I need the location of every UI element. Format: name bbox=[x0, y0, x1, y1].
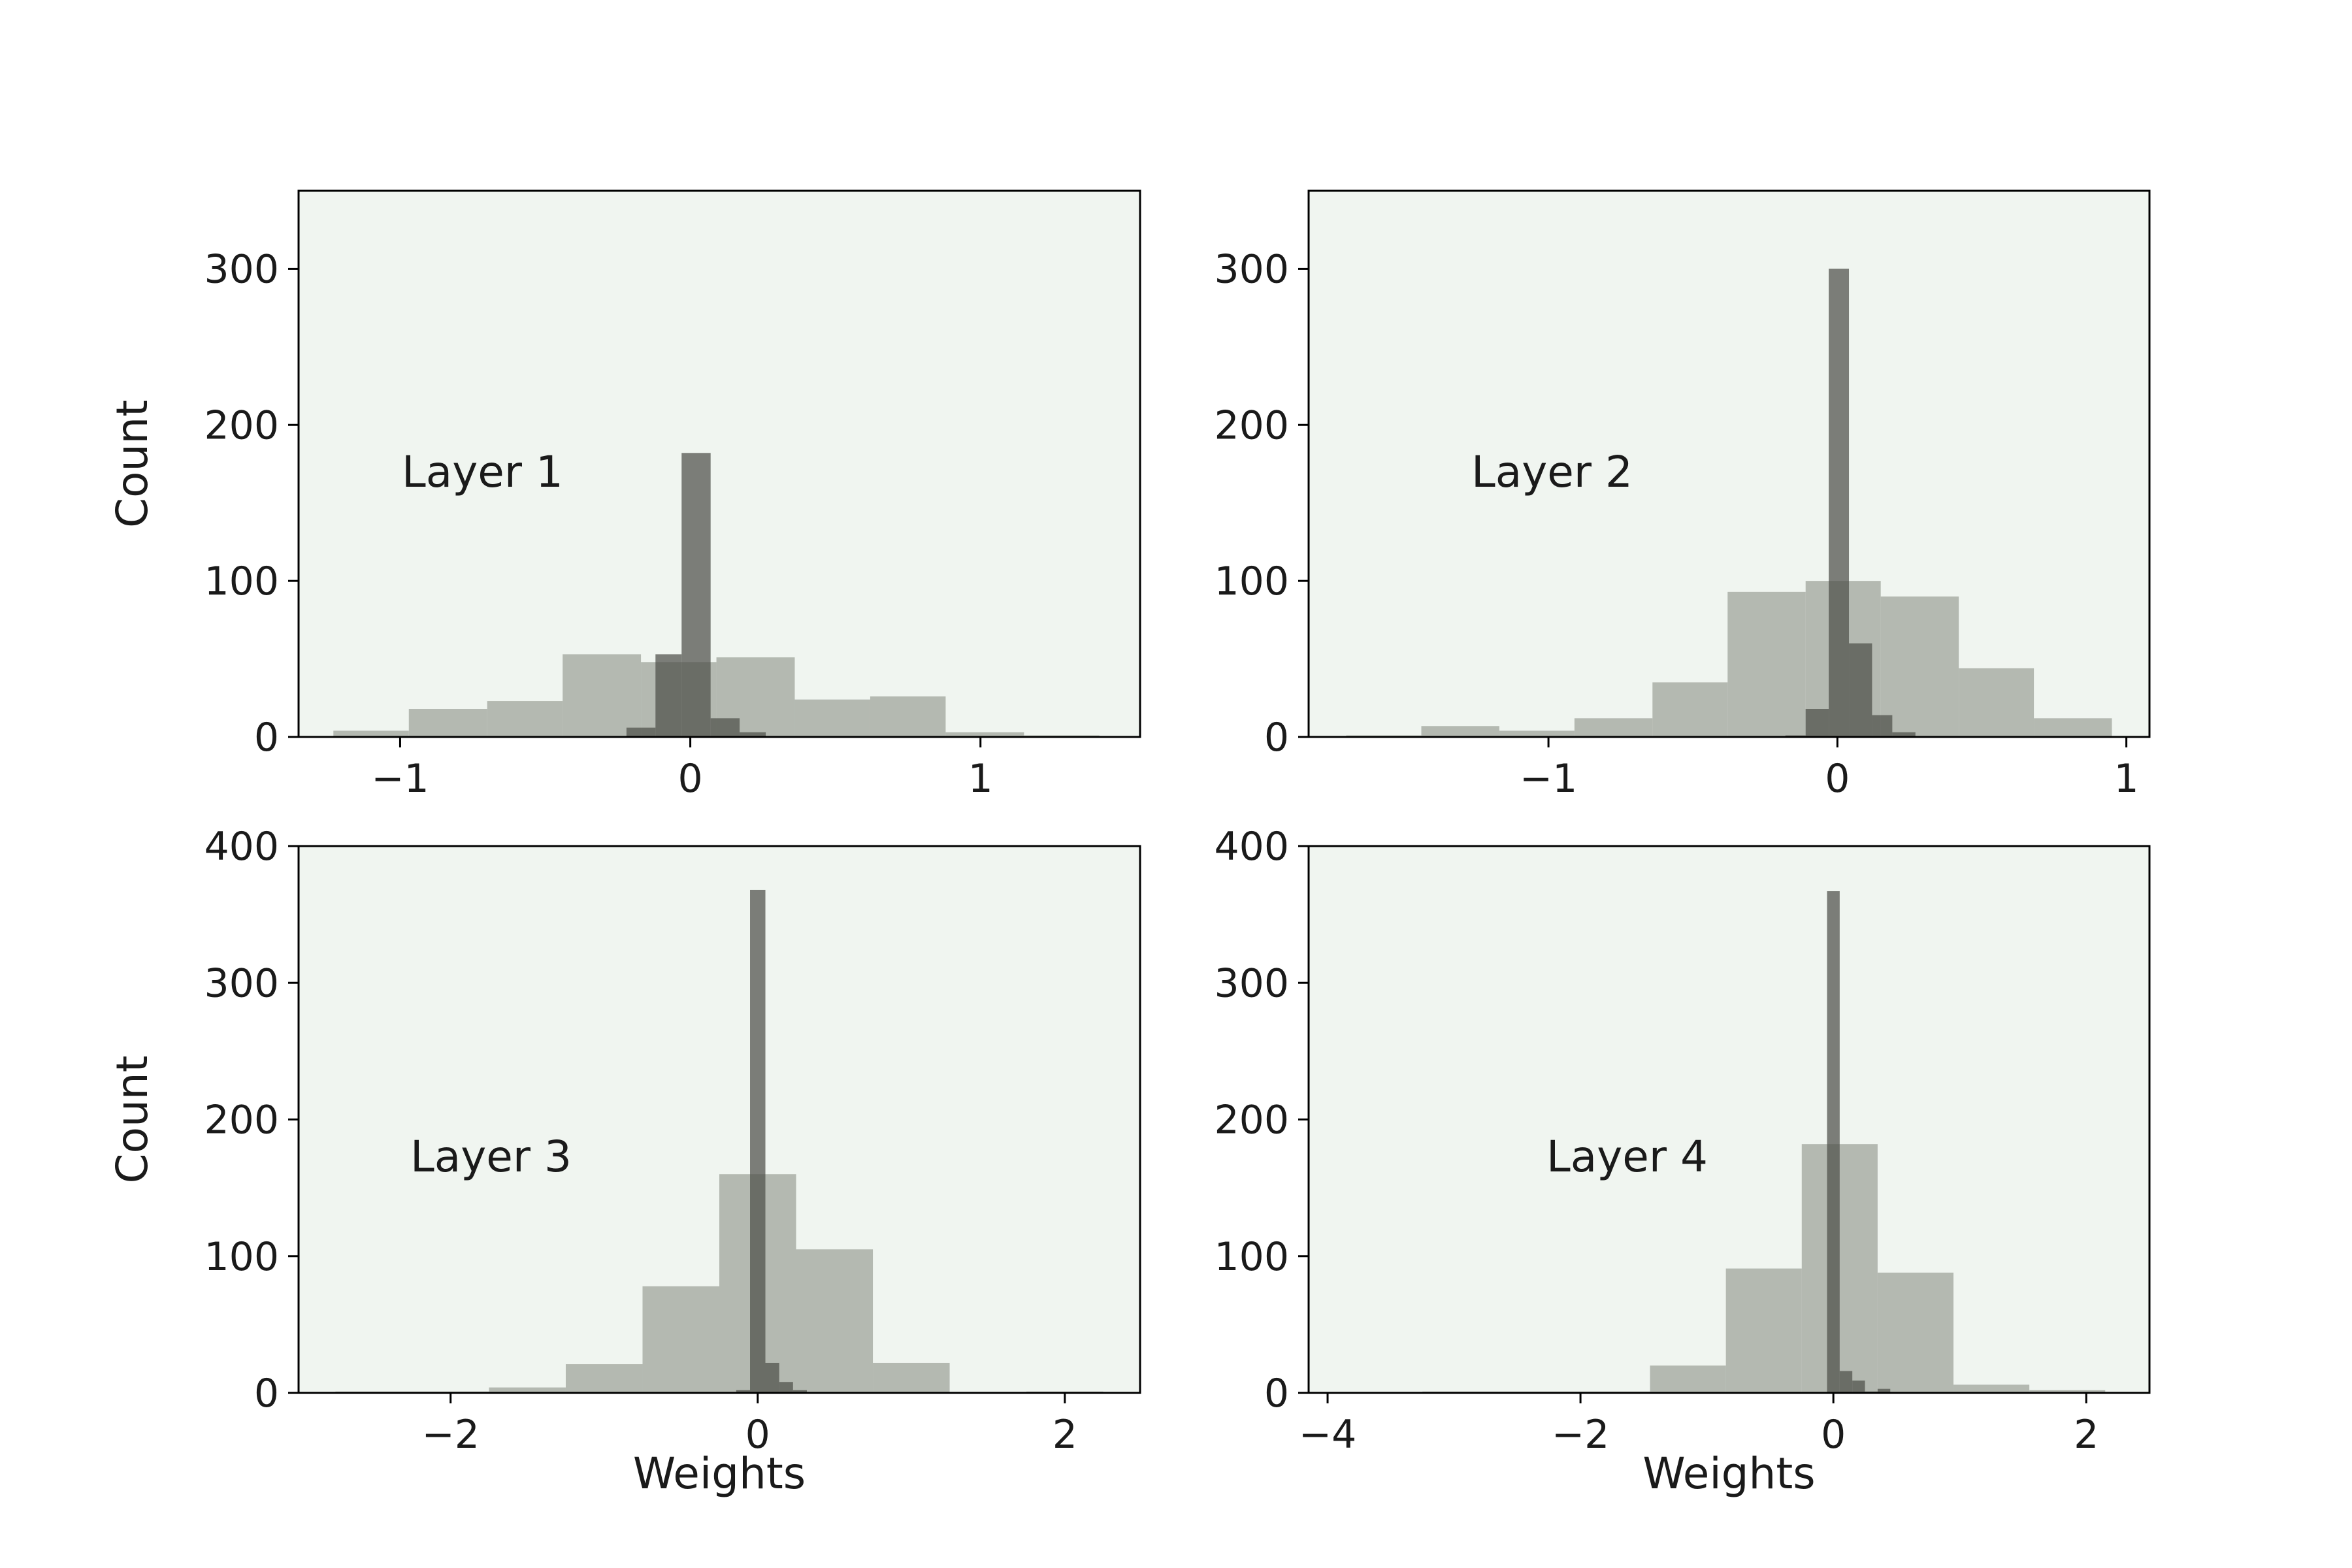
plot-frame bbox=[1307, 189, 2151, 738]
layer-annotation: Layer 1 bbox=[402, 447, 563, 497]
histogram-bar bbox=[740, 732, 766, 737]
y-tick-label: 200 bbox=[1214, 1098, 1289, 1143]
histogram-series-2 bbox=[626, 453, 766, 737]
y-tick-label: 0 bbox=[254, 1371, 279, 1416]
histogram-bar bbox=[1499, 730, 1575, 737]
x-tick-label: 1 bbox=[968, 756, 993, 802]
histogram-series-2 bbox=[1785, 269, 1916, 737]
y-tick-label: 200 bbox=[204, 1098, 279, 1143]
histogram-bar bbox=[765, 1362, 779, 1393]
plot-frame bbox=[297, 189, 1141, 738]
histogram-bar bbox=[1652, 682, 1728, 737]
layer-annotation: Layer 2 bbox=[1471, 447, 1633, 497]
x-tick-label: 0 bbox=[1821, 1412, 1846, 1458]
histogram-bar bbox=[1849, 643, 1872, 737]
y-axis-label: Count bbox=[107, 400, 157, 528]
subplot-bottom-right: −4 −2 0 2 0 100 200 300 400 Layer 4 Weights bbox=[1214, 824, 2151, 1499]
layer-annotation: Layer 4 bbox=[1546, 1132, 1708, 1182]
y-tick-label: 300 bbox=[204, 960, 279, 1006]
histogram-series-1 bbox=[1422, 1144, 2106, 1393]
y-tick-label: 100 bbox=[204, 559, 279, 604]
histogram-bar bbox=[1421, 726, 1499, 737]
x-tick-label: −1 bbox=[371, 756, 429, 802]
histogram-bar bbox=[1877, 1272, 1954, 1393]
histogram-bar bbox=[1839, 1371, 1853, 1393]
y-tick-label: 100 bbox=[1214, 1234, 1289, 1280]
histogram-bar bbox=[1872, 715, 1893, 737]
histogram-bar bbox=[1953, 1384, 2030, 1393]
histogram-bar bbox=[1827, 891, 1840, 1393]
x-tick-label: −2 bbox=[421, 1412, 479, 1458]
histogram-bar bbox=[1880, 596, 1959, 737]
subplot-top-right: −1 0 1 0 100 200 300 Layer 2 bbox=[1214, 189, 2151, 802]
x-tick-label: 0 bbox=[745, 1412, 770, 1458]
y-tick-label: 400 bbox=[204, 824, 279, 870]
y-tick-label: 300 bbox=[204, 246, 279, 292]
histogram-bar bbox=[779, 1382, 793, 1393]
histogram-bar bbox=[489, 1387, 566, 1393]
histogram-bar bbox=[873, 1362, 950, 1393]
histogram-bar bbox=[2034, 718, 2112, 737]
histogram-bar bbox=[1805, 709, 1829, 737]
y-axis-label: Count bbox=[107, 1055, 157, 1183]
x-tick-label: −1 bbox=[1520, 756, 1577, 802]
y-tick-label: 100 bbox=[204, 1234, 279, 1280]
histogram-bar bbox=[642, 1286, 719, 1393]
x-tick-label: 2 bbox=[2074, 1412, 2099, 1458]
layer-annotation: Layer 3 bbox=[410, 1132, 572, 1182]
histogram-bar bbox=[408, 709, 487, 737]
histogram-bar bbox=[1829, 269, 1850, 737]
histogram-bar bbox=[333, 730, 409, 737]
histogram-series-1 bbox=[1346, 581, 2112, 737]
x-tick-label: −4 bbox=[1299, 1412, 1356, 1458]
x-tick-label: 0 bbox=[1825, 756, 1850, 802]
histogram-bar bbox=[1892, 732, 1916, 737]
y-tick-label: 200 bbox=[204, 402, 279, 448]
histogram-bar bbox=[655, 654, 682, 737]
plot-area-background bbox=[299, 191, 1140, 737]
y-tick-label: 100 bbox=[1214, 559, 1289, 604]
histogram-bar bbox=[565, 1364, 643, 1393]
y-tick-label: 0 bbox=[1264, 715, 1289, 760]
x-axis-label: Weights bbox=[633, 1448, 806, 1499]
histogram-bar bbox=[1852, 1380, 1865, 1393]
x-axis-label: Weights bbox=[1642, 1448, 1815, 1499]
histogram-bar bbox=[487, 701, 563, 737]
histogram-bar bbox=[1727, 591, 1806, 737]
histogram-bar bbox=[1877, 1388, 1891, 1393]
histogram-series-2 bbox=[736, 889, 807, 1393]
x-tick-label: 2 bbox=[1053, 1412, 1077, 1458]
histogram-bar bbox=[1959, 668, 2034, 737]
y-tick-label: 400 bbox=[1214, 824, 1289, 870]
histogram-bar bbox=[736, 1390, 751, 1393]
histogram-bar bbox=[1574, 718, 1653, 737]
histogram-bar bbox=[1801, 1144, 1878, 1393]
histogram-bar bbox=[750, 889, 766, 1393]
x-tick-label: 0 bbox=[678, 756, 702, 802]
histogram-bar bbox=[626, 727, 656, 737]
histogram-bar bbox=[796, 1249, 874, 1393]
histogram-bar bbox=[1650, 1365, 1726, 1393]
y-tick-label: 300 bbox=[1214, 960, 1289, 1006]
x-tick-label: −2 bbox=[1552, 1412, 1609, 1458]
histogram-bar bbox=[1725, 1268, 1802, 1393]
histogram-bar bbox=[792, 1390, 807, 1393]
histogram-bar bbox=[794, 699, 870, 737]
x-tick-label: 1 bbox=[2114, 756, 2139, 802]
y-tick-label: 0 bbox=[254, 715, 279, 760]
histogram-bar bbox=[681, 453, 711, 737]
y-tick-label: 200 bbox=[1214, 402, 1289, 448]
y-tick-label: 300 bbox=[1214, 246, 1289, 292]
histogram-series-2 bbox=[1827, 891, 1891, 1393]
histogram-bar bbox=[870, 696, 946, 737]
subplot-top-left: −1 0 1 0 100 200 300 Layer 1 Count bbox=[107, 189, 1141, 802]
histogram-bar bbox=[710, 718, 740, 737]
histogram-bar bbox=[563, 654, 642, 737]
y-tick-label: 0 bbox=[1264, 1371, 1289, 1416]
histogram-bar bbox=[2029, 1390, 2106, 1393]
histogram-bar bbox=[945, 732, 1024, 737]
subplot-bottom-left: −2 0 2 0 100 200 300 400 Layer 3 Count Weights bbox=[107, 824, 1141, 1499]
